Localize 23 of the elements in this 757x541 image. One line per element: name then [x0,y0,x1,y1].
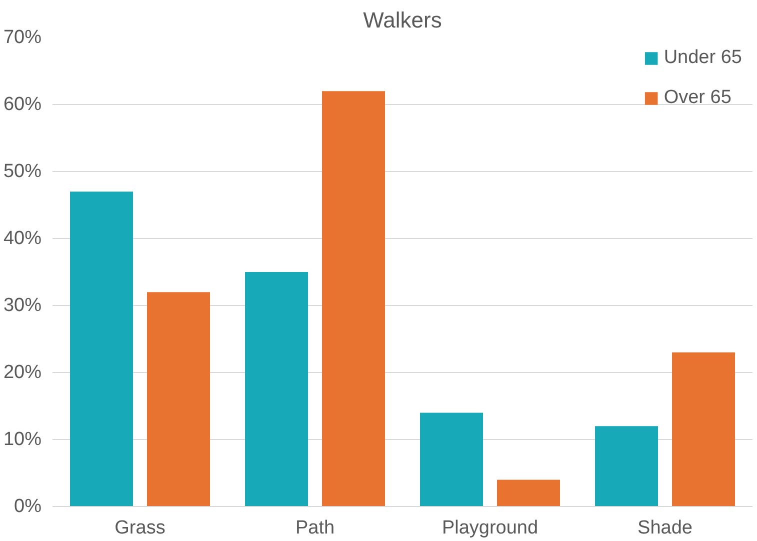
y-tick-label: 20% [3,362,42,383]
x-tick-label: Grass [114,518,166,538]
chart-title: Walkers [363,8,442,32]
y-tick-label: 30% [3,295,42,316]
bar [672,352,735,506]
legend-label: Under 65 [664,47,742,69]
bar [245,272,308,506]
bar [420,412,483,506]
x-tick-label: Path [295,518,335,538]
bar [497,480,560,506]
y-tick-label: 0% [14,496,42,517]
bar [70,192,133,506]
y-tick-label: 60% [3,94,42,115]
y-tick-label: 50% [3,161,42,182]
x-tick-label: Shade [638,518,692,538]
x-tick-label: Playground [442,518,538,538]
y-tick-label: 40% [3,228,42,249]
y-tick-label: 10% [3,429,42,450]
bar [147,292,210,506]
bar [322,91,385,506]
y-tick-label: 70% [3,27,42,48]
legend-label: Over 65 [664,87,732,109]
bar [595,426,658,506]
